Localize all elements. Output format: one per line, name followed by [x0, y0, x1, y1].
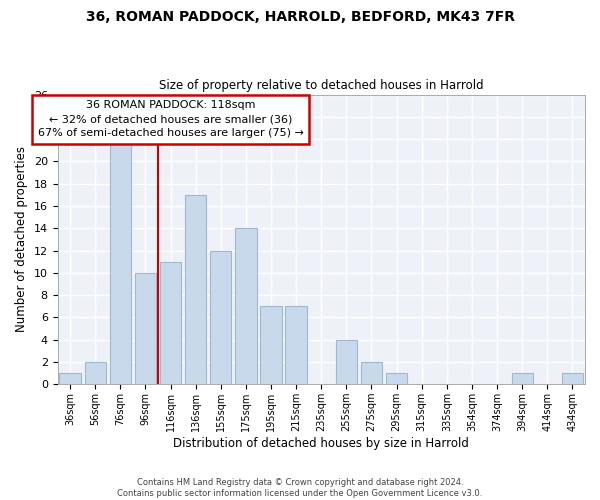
Bar — [386, 373, 407, 384]
Bar — [185, 195, 206, 384]
Bar — [260, 306, 282, 384]
Bar — [59, 373, 81, 384]
Bar — [361, 362, 382, 384]
Text: 36, ROMAN PADDOCK, HARROLD, BEDFORD, MK43 7FR: 36, ROMAN PADDOCK, HARROLD, BEDFORD, MK4… — [86, 10, 515, 24]
Bar — [210, 250, 232, 384]
Text: Contains HM Land Registry data © Crown copyright and database right 2024.
Contai: Contains HM Land Registry data © Crown c… — [118, 478, 482, 498]
Bar — [85, 362, 106, 384]
Bar — [512, 373, 533, 384]
X-axis label: Distribution of detached houses by size in Harrold: Distribution of detached houses by size … — [173, 437, 469, 450]
Bar — [286, 306, 307, 384]
Bar — [562, 373, 583, 384]
Bar — [235, 228, 257, 384]
Bar — [110, 139, 131, 384]
Title: Size of property relative to detached houses in Harrold: Size of property relative to detached ho… — [159, 79, 484, 92]
Bar — [160, 262, 181, 384]
Bar — [135, 273, 156, 384]
Text: 36 ROMAN PADDOCK: 118sqm
← 32% of detached houses are smaller (36)
67% of semi-d: 36 ROMAN PADDOCK: 118sqm ← 32% of detach… — [38, 100, 304, 138]
Bar — [336, 340, 357, 384]
Y-axis label: Number of detached properties: Number of detached properties — [15, 146, 28, 332]
